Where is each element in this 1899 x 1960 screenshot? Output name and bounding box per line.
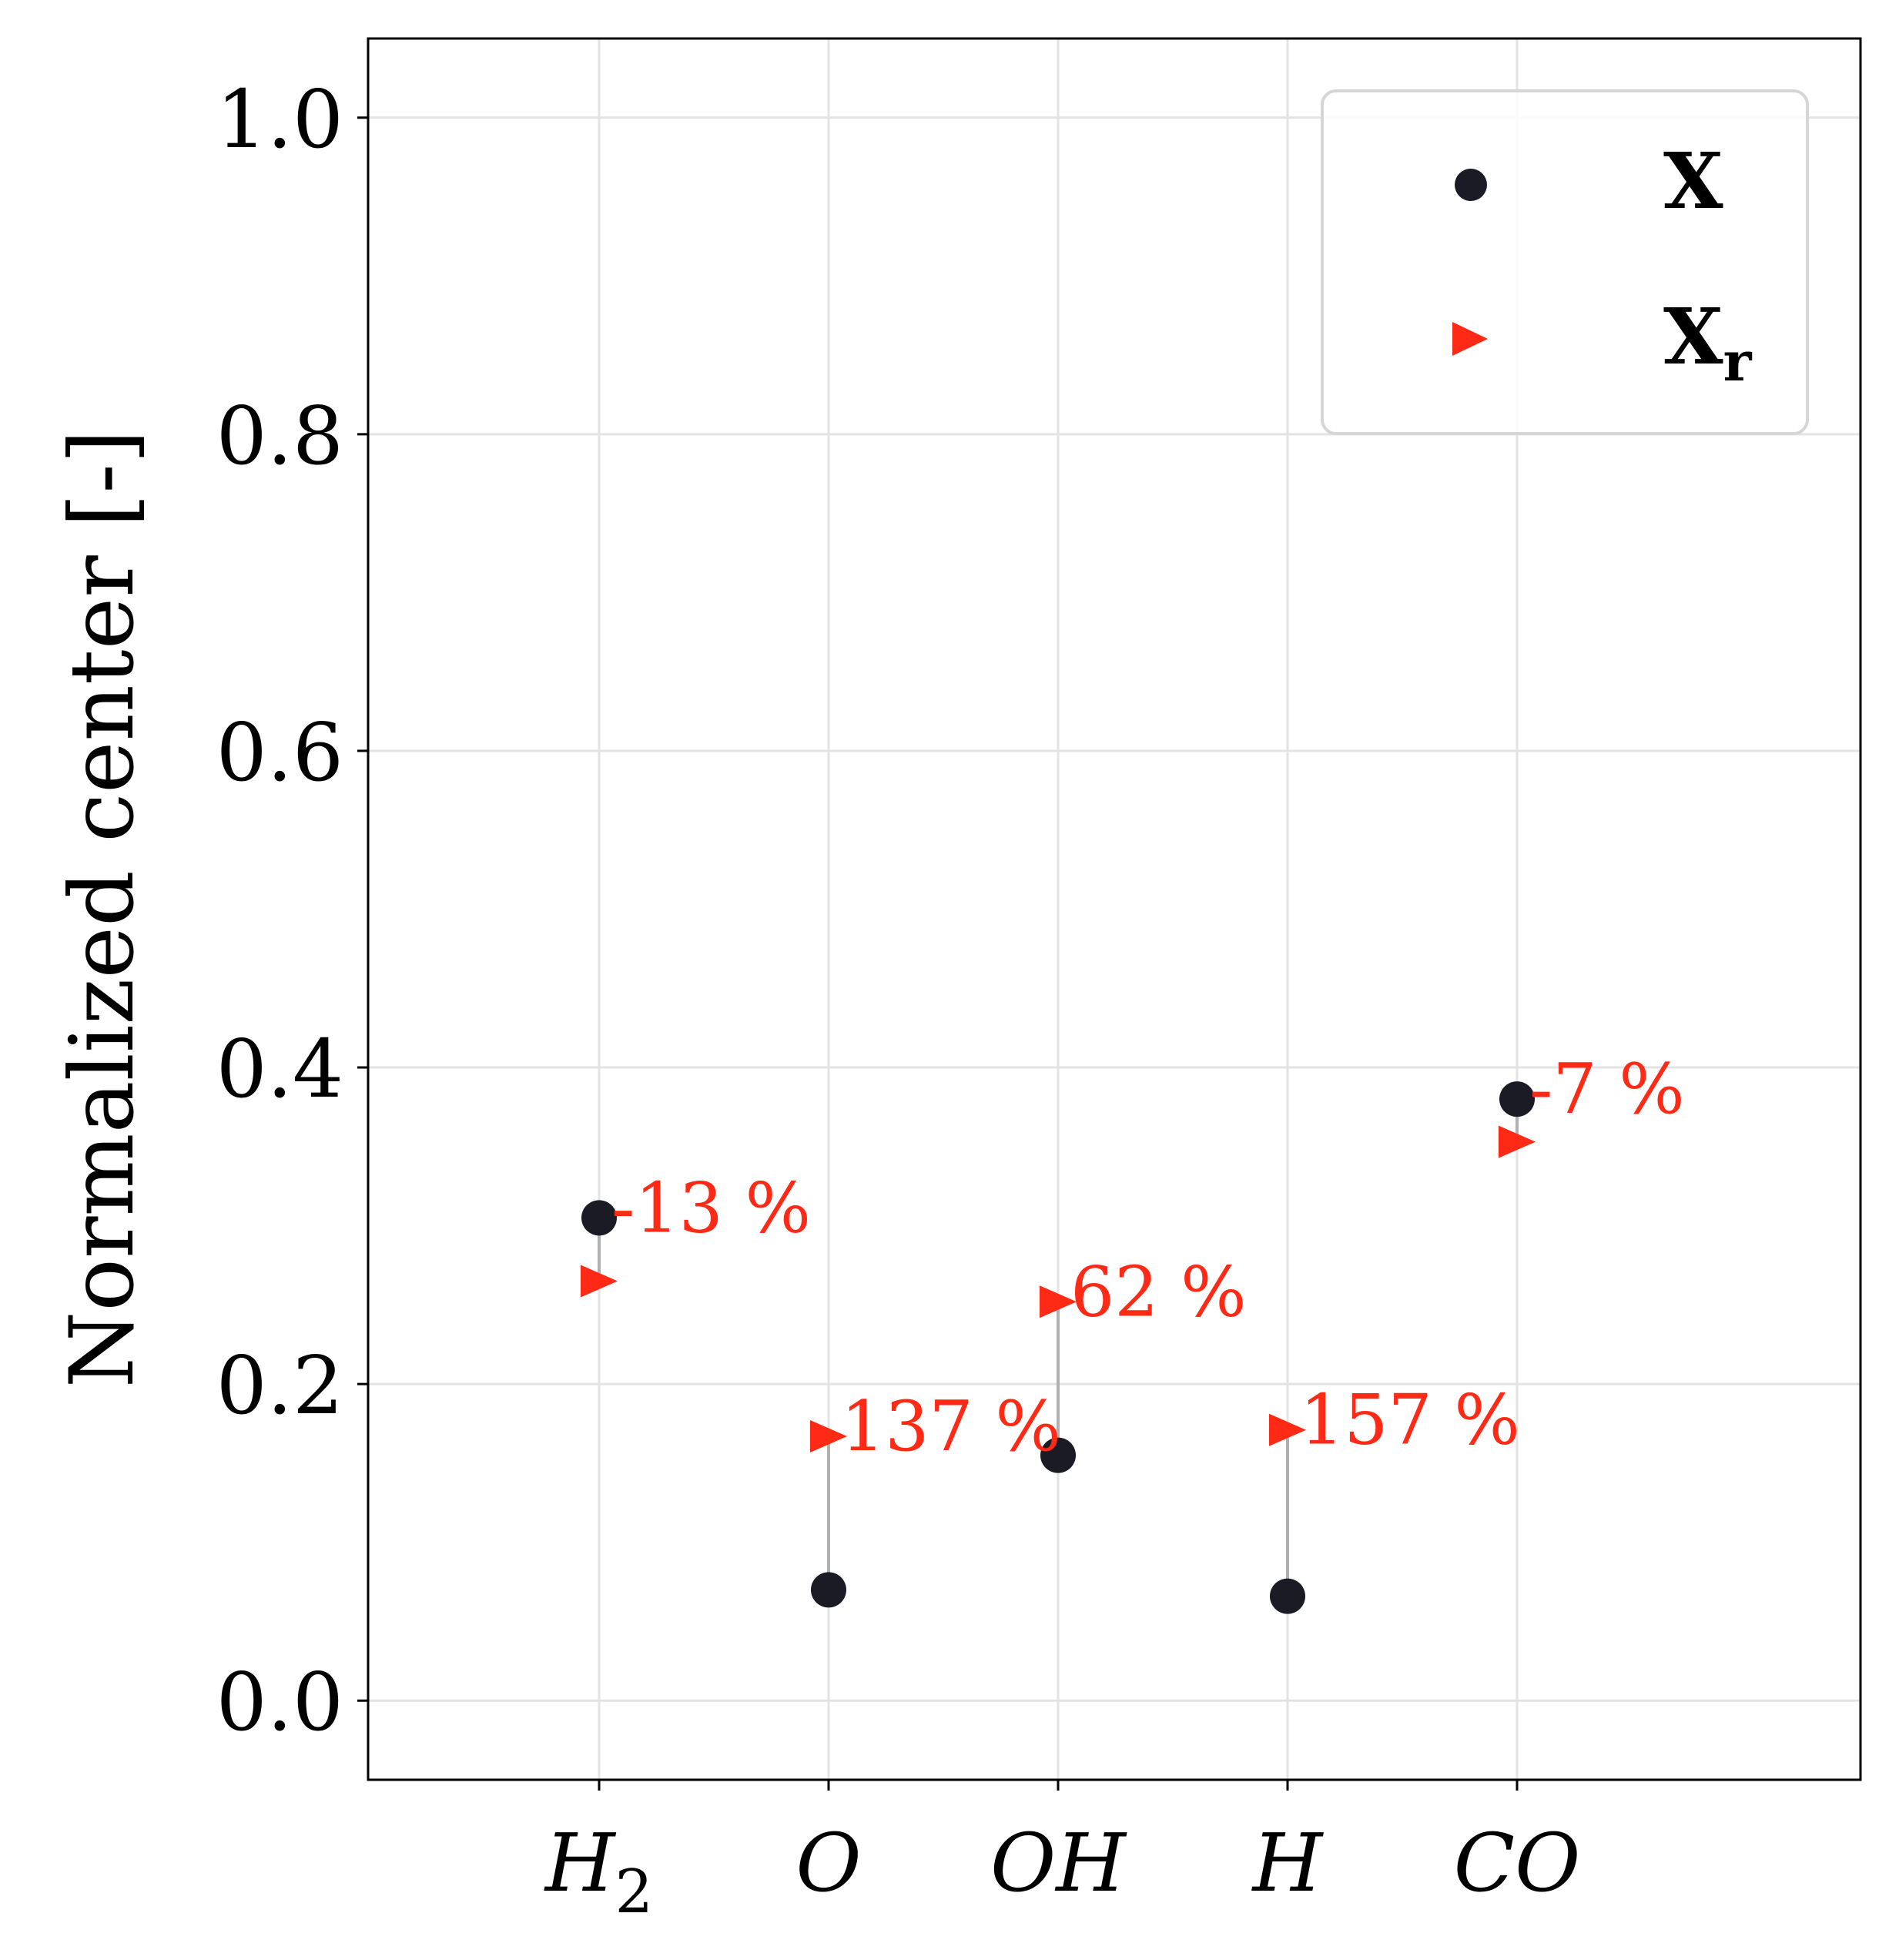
legend-label-x: X	[1663, 136, 1723, 226]
y-tick-label: 0.0	[216, 1655, 343, 1749]
xr-point	[810, 1419, 847, 1452]
legend-label-xr-sub: r	[1723, 330, 1753, 394]
x-tick-label: H	[1251, 1816, 1325, 1910]
x-tick-label: H2	[544, 1816, 653, 1927]
legend: X Xr	[1321, 89, 1809, 435]
percent-change-label: -7 %	[1529, 1049, 1685, 1130]
plot-frame	[367, 37, 1862, 1781]
x-point	[1270, 1578, 1305, 1614]
x-axis-ticks: H2 O OH H CO	[544, 1780, 1581, 1927]
xr-point	[1269, 1413, 1306, 1446]
x-point	[1040, 1437, 1076, 1473]
x-tick-label: O	[795, 1816, 861, 1910]
x-tick-label: CO	[1454, 1816, 1581, 1910]
x-point	[811, 1572, 846, 1608]
x-point	[1499, 1081, 1535, 1117]
y-tick-label: 0.8	[216, 389, 343, 483]
y-tick-label: 0.6	[216, 705, 343, 799]
xr-point	[1040, 1285, 1077, 1318]
x-tick-label-subscript: 2	[615, 1858, 654, 1927]
annotations: -13 % 137 %62 % 157 % -7 %	[611, 1049, 1685, 1467]
x-tick-label: OH	[990, 1816, 1127, 1910]
y-tick-label: 1.0	[216, 72, 343, 166]
percent-change-label: 157 %	[1300, 1380, 1520, 1461]
x-point	[581, 1200, 617, 1236]
legend-box	[1321, 89, 1809, 435]
percent-change-label: 62 %	[1070, 1251, 1247, 1332]
y-tick-label: 0.4	[216, 1022, 343, 1116]
y-axis-label: Normalized center [-]	[51, 430, 153, 1389]
xr-point	[1499, 1125, 1536, 1158]
data-marks	[581, 1081, 1536, 1614]
legend-marker-xr	[1452, 322, 1488, 356]
y-axis-ticks: 0.0 0.2 0.4 0.6 0.8 1.0	[216, 72, 368, 1749]
xr-point	[581, 1265, 618, 1298]
y-tick-label: 0.2	[216, 1338, 343, 1432]
legend-marker-x	[1455, 169, 1487, 201]
percent-change-label: -13 %	[611, 1168, 811, 1248]
percent-change-label: 137 %	[841, 1386, 1061, 1467]
